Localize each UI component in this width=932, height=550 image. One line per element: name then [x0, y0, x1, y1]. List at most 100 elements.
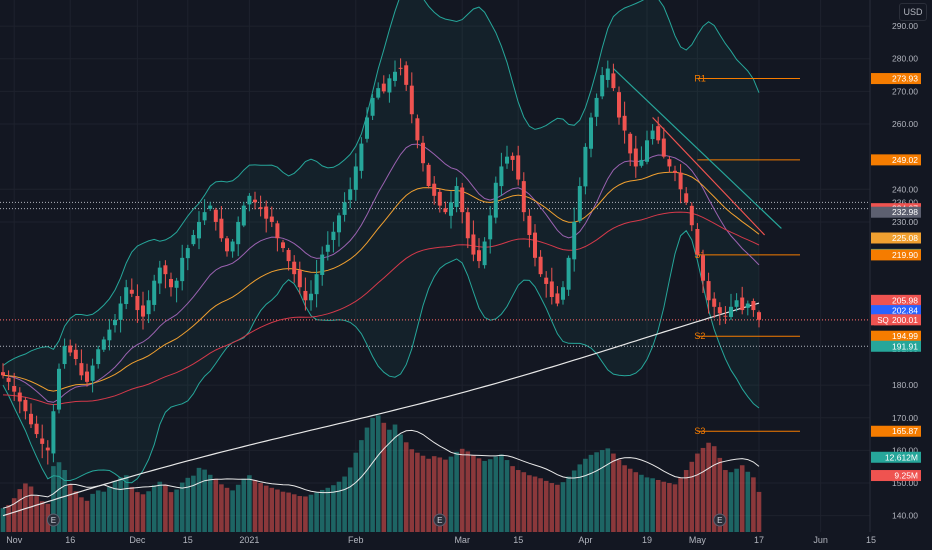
time-tick-label: Apr — [578, 535, 592, 545]
volume-bar — [325, 487, 331, 532]
candle-body — [281, 242, 285, 249]
candle-body — [45, 447, 50, 451]
volume-bar — [202, 469, 207, 532]
candle-body — [325, 244, 330, 252]
price-tick-label: 140.00 — [892, 511, 918, 521]
volume-bar — [667, 483, 672, 532]
price-tick-label: 230.00 — [892, 217, 918, 227]
candle-body — [57, 368, 61, 410]
candle-body — [275, 223, 280, 239]
volume-bar — [95, 490, 101, 532]
candle-body — [493, 182, 498, 218]
volume-bar — [185, 477, 191, 532]
candle-body — [516, 155, 521, 180]
candle-body — [107, 329, 112, 341]
ema-purple-line — [2, 143, 760, 403]
candle-body — [236, 221, 241, 245]
volume-bar — [639, 474, 644, 532]
candle-body — [118, 303, 123, 320]
time-tick-label: Mar — [454, 535, 470, 545]
volume-bar — [314, 492, 319, 532]
candle-body — [169, 278, 173, 288]
candle-body — [85, 371, 89, 382]
candle-body — [387, 78, 392, 93]
time-tick-label: Dec — [129, 535, 146, 545]
candle-body — [197, 221, 201, 239]
price-tick-label: 170.00 — [892, 413, 918, 423]
candle-body — [549, 281, 554, 298]
price-tick-label: 260.00 — [892, 119, 918, 129]
volume-bar — [420, 455, 426, 532]
volume-bar — [359, 440, 364, 532]
time-tick-label: Jun — [813, 535, 828, 545]
candle-body — [706, 281, 711, 301]
volume-bar — [415, 452, 420, 532]
volume-bar — [342, 476, 347, 532]
volume-bar — [448, 456, 454, 532]
candle-body — [152, 280, 157, 305]
volume-bar — [756, 491, 762, 532]
candle-body — [645, 140, 649, 162]
volume-bar — [241, 478, 247, 532]
candle-body — [751, 301, 756, 311]
earnings-icon — [46, 513, 60, 527]
volume-bar — [135, 492, 140, 532]
candle-body — [269, 216, 274, 222]
candle-body — [600, 75, 605, 97]
volume-bar — [375, 415, 381, 532]
earnings-label: E — [51, 516, 56, 525]
price-tag — [871, 249, 921, 261]
volume-bar — [622, 465, 627, 532]
volume-bar — [706, 442, 711, 532]
pivot-label: R1 — [694, 74, 706, 84]
currency-button[interactable]: USD — [899, 3, 927, 21]
volume-bar — [146, 491, 151, 532]
candle-body — [437, 191, 442, 206]
volume-bar — [555, 484, 560, 532]
volume-bar — [84, 500, 90, 532]
volume-bar — [235, 484, 241, 532]
candle-body — [146, 300, 151, 315]
volume-bar — [28, 486, 34, 532]
candle-body — [34, 423, 39, 435]
price-tag — [871, 294, 921, 306]
candle-body — [622, 115, 627, 131]
candle-body — [471, 234, 476, 255]
candle-body — [79, 363, 84, 376]
volume-bar — [286, 492, 291, 532]
volume-bar — [683, 470, 689, 532]
candle-body — [477, 250, 481, 262]
volume-bar — [633, 472, 639, 532]
candlesticks — [1, 58, 761, 465]
bollinger-upper — [2, 0, 760, 366]
time-tick-label: 15 — [183, 535, 193, 545]
volume-bar — [34, 496, 39, 532]
price-tick-label: 180.00 — [892, 380, 918, 390]
volume-bar — [611, 453, 616, 532]
candle-body — [482, 241, 487, 266]
candle-body — [258, 207, 263, 209]
candle-body — [432, 183, 437, 196]
price-tag-label: 165.87 — [892, 426, 918, 436]
time-tick-label: 15 — [513, 535, 523, 545]
volume-bar — [219, 484, 224, 532]
candle-body — [1, 372, 5, 376]
price-tag — [871, 305, 921, 317]
candle-body — [656, 126, 661, 141]
candle-body — [292, 261, 297, 275]
time-axis[interactable]: Nov 16 Dec 15 2021 Feb Mar 15 Apr 19 May 17 Jun 15 — [6, 535, 876, 545]
candle-body — [297, 270, 302, 288]
time-tick-label: 15 — [866, 535, 876, 545]
earnings-icon — [433, 513, 447, 527]
price-tag-label: 12.612M — [885, 452, 918, 462]
candle-body — [230, 241, 235, 252]
volume-bar — [297, 496, 303, 532]
price-tick-label: 290.00 — [892, 21, 918, 31]
candle-body — [51, 411, 56, 454]
price-tag — [871, 425, 921, 437]
price-tick-label: 150.00 — [892, 478, 918, 488]
time-tick-label: 17 — [754, 535, 764, 545]
candle-body — [617, 92, 621, 118]
candle-body — [723, 315, 728, 317]
